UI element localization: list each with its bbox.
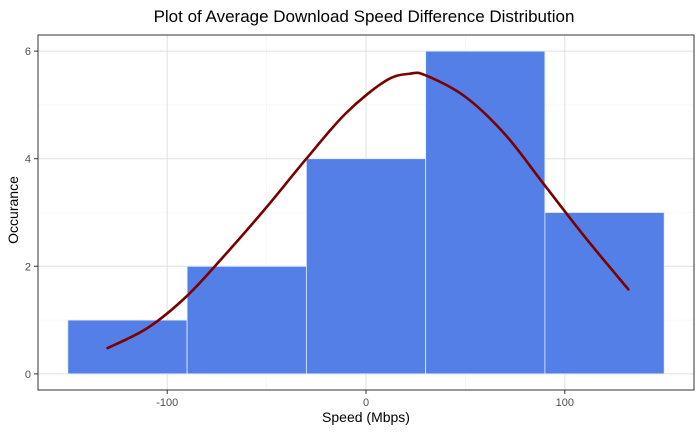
histogram-bar-4 [425,50,546,375]
histogram-bar-5 [544,212,665,375]
x-tick-label: 100 [556,397,574,409]
histogram-bars [67,50,665,375]
chart-title: Plot of Average Download Speed Differenc… [154,7,575,26]
histogram-bar-1 [67,319,188,375]
y-axis-ticks: 0 2 4 6 [25,46,38,381]
x-axis-ticks: -100 0 100 [156,390,574,409]
x-axis-title: Speed (Mbps) [322,409,410,425]
x-tick-label: 0 [363,397,369,409]
density-curve-layer [106,71,630,350]
y-tick-label: 4 [25,154,31,166]
y-tick-label: 2 [25,261,31,273]
x-tick-label: -100 [156,397,178,409]
histogram-bar-3 [305,158,427,375]
density-curve [106,71,630,350]
y-tick-label: 6 [25,46,31,58]
y-axis-title: Occurance [5,176,21,244]
histogram-bar-2 [186,265,307,375]
y-tick-label: 0 [25,369,31,381]
